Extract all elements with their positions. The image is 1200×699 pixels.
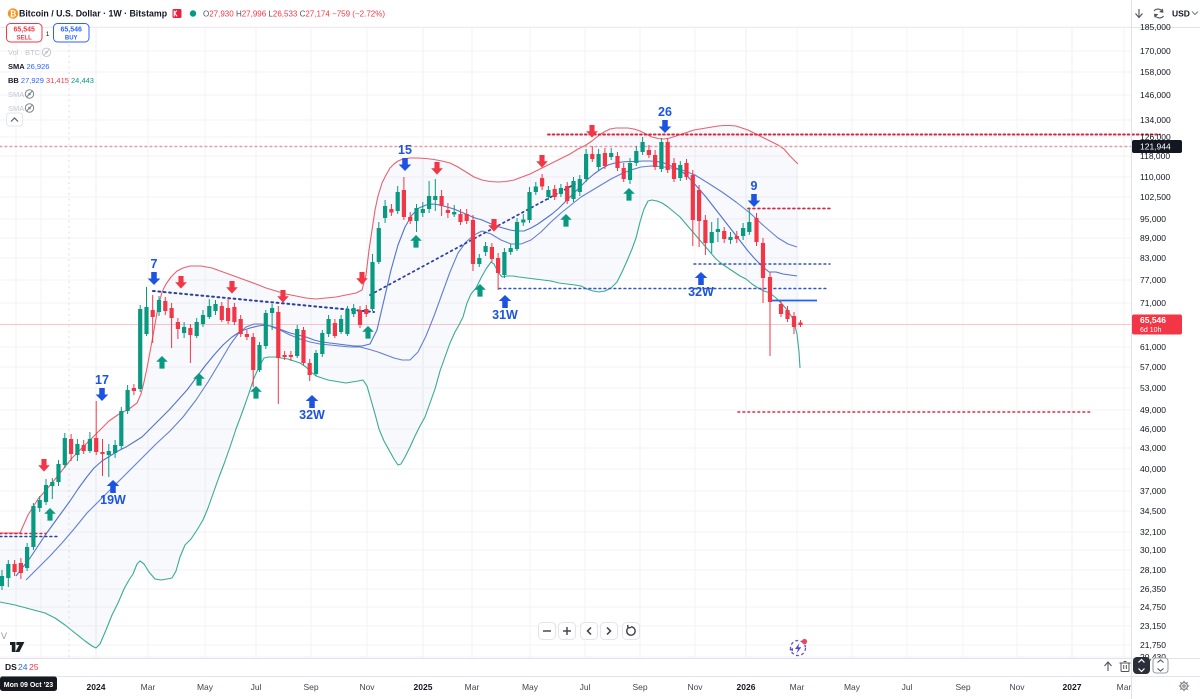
svg-text:SMA: SMA: [8, 90, 24, 99]
svg-text:65,546: 65,546: [1140, 315, 1166, 325]
svg-text:21,750: 21,750: [1140, 640, 1166, 650]
svg-text:53,000: 53,000: [1140, 383, 1166, 393]
svg-text:65,545: 65,545: [13, 27, 35, 34]
svg-text:SMA 26,926: SMA 26,926: [8, 62, 49, 71]
svg-text:121,944: 121,944: [1140, 142, 1171, 152]
svg-text:25: 25: [29, 662, 39, 672]
svg-text:6d 10h: 6d 10h: [1140, 327, 1162, 334]
svg-text:40,000: 40,000: [1140, 464, 1166, 474]
svg-text:May: May: [844, 682, 861, 692]
svg-text:1: 1: [46, 31, 50, 38]
svg-text:30,100: 30,100: [1140, 545, 1166, 555]
svg-text:BUY: BUY: [65, 36, 78, 42]
svg-text:26: 26: [658, 105, 672, 119]
svg-text:24: 24: [18, 662, 28, 672]
svg-text:32W: 32W: [688, 285, 714, 299]
svg-text:34,500: 34,500: [1140, 506, 1166, 516]
svg-text:134,000: 134,000: [1140, 115, 1171, 125]
svg-text:BB 27,929 31,415 24,443: BB 27,929 31,415 24,443: [8, 76, 94, 85]
svg-text:DS: DS: [5, 662, 17, 672]
svg-text:Sep: Sep: [632, 682, 647, 692]
svg-text:28,100: 28,100: [1140, 565, 1166, 575]
svg-text:SELL: SELL: [17, 36, 33, 42]
svg-text:37,000: 37,000: [1140, 486, 1166, 496]
svg-text:20,430: 20,430: [1140, 652, 1166, 662]
svg-text:V: V: [1, 631, 7, 641]
svg-text:2024: 2024: [87, 682, 106, 692]
svg-text:2027: 2027: [1063, 682, 1082, 692]
svg-text:₿: ₿: [10, 9, 17, 19]
svg-text:USD: USD: [1172, 9, 1190, 19]
svg-text:158,000: 158,000: [1140, 67, 1171, 77]
svg-text:Sep: Sep: [955, 682, 970, 692]
svg-text:Mon 09 Oct ’23: Mon 09 Oct ’23: [4, 682, 54, 689]
svg-text:2025: 2025: [414, 682, 433, 692]
svg-text:Nov: Nov: [359, 682, 375, 692]
svg-text:71,000: 71,000: [1140, 298, 1166, 308]
svg-text:Jul: Jul: [580, 682, 591, 692]
svg-text:118,000: 118,000: [1140, 151, 1170, 161]
svg-text:61,000: 61,000: [1140, 342, 1166, 352]
svg-text:43,000: 43,000: [1140, 443, 1166, 453]
svg-text:2026: 2026: [737, 682, 756, 692]
svg-text:26,350: 26,350: [1140, 584, 1166, 594]
svg-text:170,000: 170,000: [1140, 46, 1171, 56]
svg-text:89,000: 89,000: [1140, 233, 1166, 243]
svg-text:19W: 19W: [100, 493, 126, 507]
svg-text:Sep: Sep: [303, 682, 318, 692]
svg-text:102,500: 102,500: [1140, 192, 1171, 202]
svg-text:24,750: 24,750: [1140, 602, 1166, 612]
svg-text:31W: 31W: [492, 308, 518, 322]
svg-text:O27,930 H27,996 L26,533 C27,17: O27,930 H27,996 L26,533 C27,174 −759 (−2…: [203, 10, 385, 19]
svg-text:Mar: Mar: [790, 682, 805, 692]
svg-text:Mar: Mar: [465, 682, 480, 692]
svg-text:146,000: 146,000: [1140, 90, 1171, 100]
svg-text:9: 9: [751, 179, 758, 193]
svg-text:May: May: [197, 682, 214, 692]
svg-text:May: May: [522, 682, 539, 692]
svg-text:110,000: 110,000: [1140, 172, 1170, 182]
svg-text:Bitcoin / U.S. Dollar · 1W · B: Bitcoin / U.S. Dollar · 1W · Bitstamp: [19, 9, 168, 19]
svg-text:65,546: 65,546: [60, 27, 82, 34]
svg-text:Nov: Nov: [687, 682, 703, 692]
svg-text:SMA: SMA: [8, 104, 24, 113]
svg-text:7: 7: [151, 257, 158, 271]
svg-text:57,000: 57,000: [1140, 362, 1166, 372]
svg-text:83,000: 83,000: [1140, 253, 1166, 263]
svg-text:46,000: 46,000: [1140, 424, 1166, 434]
svg-text:15: 15: [398, 143, 412, 157]
svg-text:17: 17: [95, 373, 109, 387]
svg-text:Mar: Mar: [1117, 682, 1132, 692]
svg-text:Vol · BTC: Vol · BTC: [8, 48, 41, 57]
svg-text:32W: 32W: [299, 408, 325, 422]
svg-text:Nov: Nov: [1009, 682, 1025, 692]
svg-text:185,000: 185,000: [1140, 22, 1171, 32]
svg-text:23,150: 23,150: [1140, 621, 1166, 631]
svg-text:77,000: 77,000: [1140, 275, 1166, 285]
svg-text:Jul: Jul: [902, 682, 913, 692]
svg-text:126,000: 126,000: [1140, 132, 1171, 142]
svg-text:95,000: 95,000: [1140, 214, 1166, 224]
svg-text:32,100: 32,100: [1140, 527, 1166, 537]
svg-text:Mar: Mar: [141, 682, 156, 692]
svg-text:49,000: 49,000: [1140, 405, 1166, 415]
svg-text:Jul: Jul: [251, 682, 262, 692]
